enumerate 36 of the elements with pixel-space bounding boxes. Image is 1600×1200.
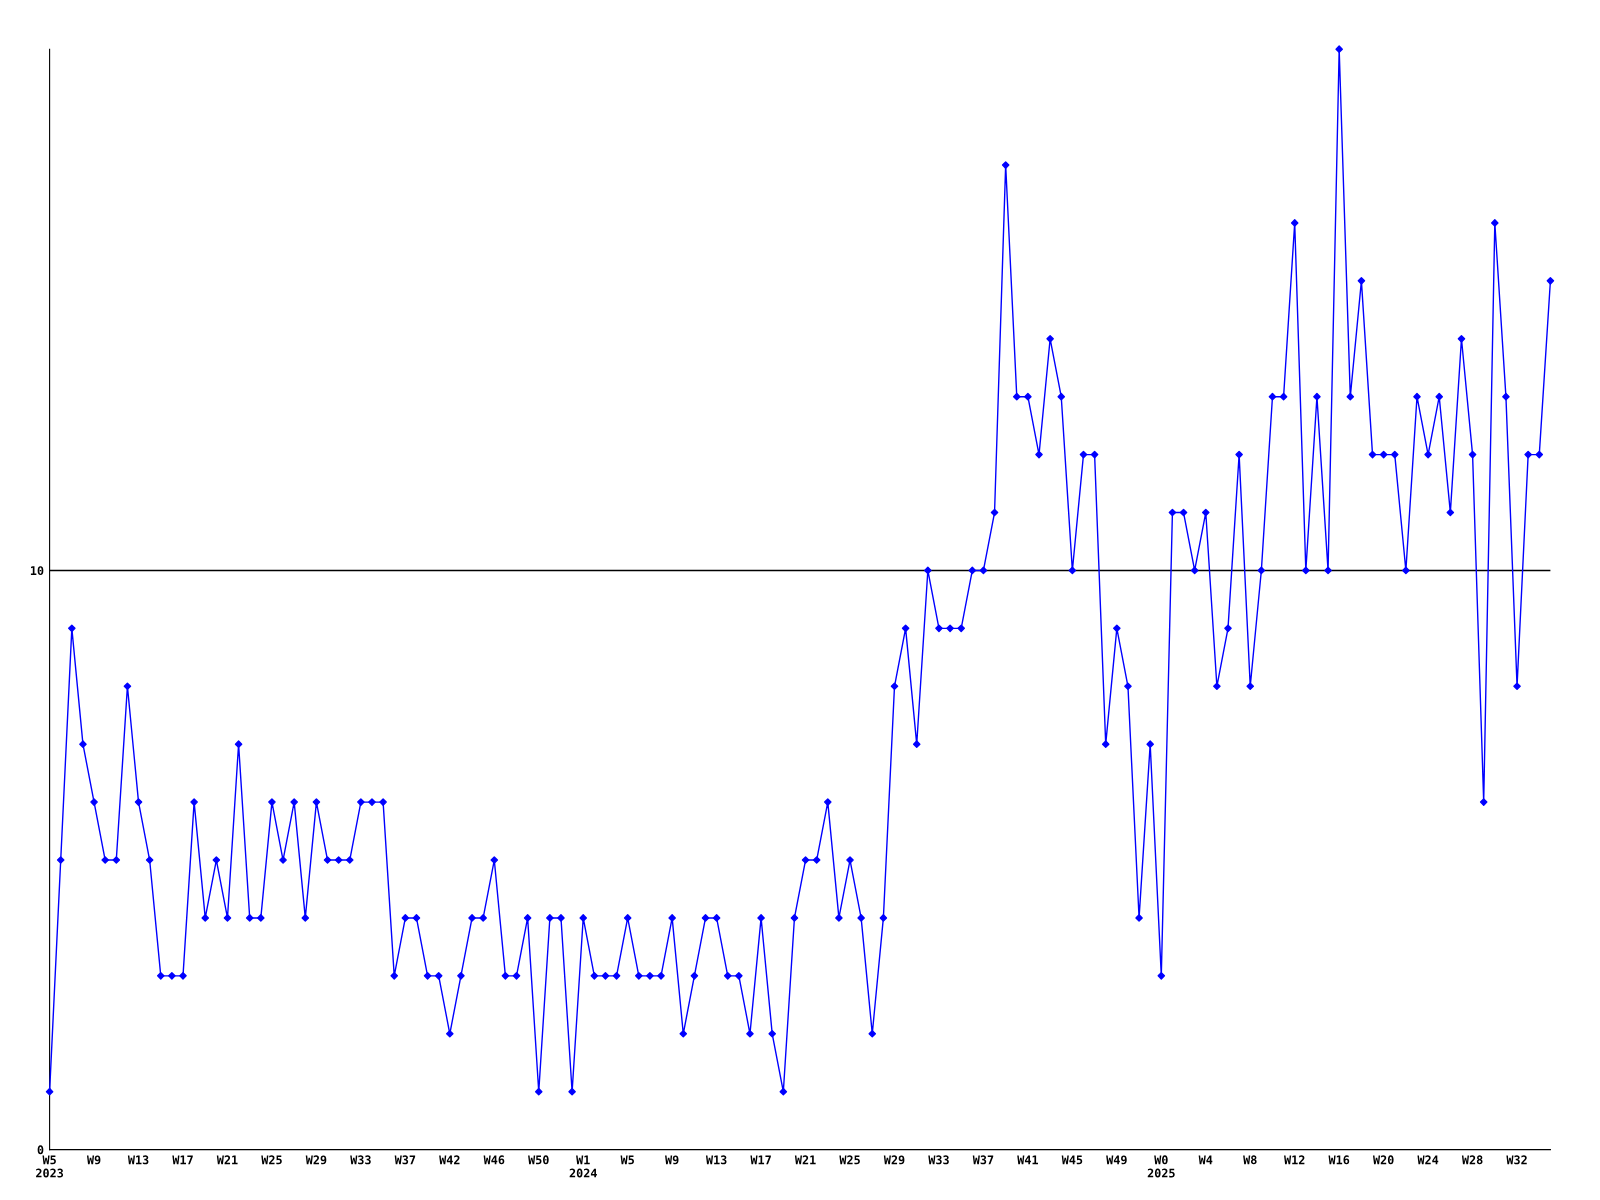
x-tick-label: W37	[972, 1155, 994, 1165]
x-tick-label: W42	[439, 1155, 460, 1165]
x-tick-label: W32	[1506, 1155, 1527, 1165]
x-tick-label: W49	[1106, 1155, 1127, 1165]
x-tick-label: W9	[86, 1155, 101, 1165]
x-tick-label: W25	[261, 1155, 282, 1165]
x-tick-label: W1 2024	[569, 1155, 597, 1178]
x-tick-label: W4	[1198, 1155, 1213, 1165]
x-tick-label: W28	[1461, 1155, 1483, 1165]
x-tick-label: W21	[794, 1155, 816, 1165]
x-tick-label: W33	[350, 1155, 371, 1165]
x-tick-label: W29	[305, 1155, 327, 1165]
x-tick-label: W5	[620, 1155, 634, 1165]
x-tick-label: W41	[1017, 1155, 1038, 1165]
x-tick-label: W45	[1061, 1155, 1083, 1165]
x-tick-label: W46	[483, 1155, 505, 1165]
x-tick-label: W37	[394, 1155, 416, 1165]
x-tick-label: W24	[1417, 1155, 1439, 1165]
x-tick-label: W9	[665, 1155, 679, 1165]
x-tick-label: W33	[928, 1155, 949, 1165]
x-tick-label: W13	[127, 1155, 149, 1165]
x-tick-label: W8	[1243, 1155, 1257, 1165]
x-tick-label: W29	[883, 1155, 905, 1165]
x-tick-label: W50	[528, 1155, 549, 1165]
y-tick-label: 10	[30, 566, 44, 576]
x-tick-label: W0 2025	[1147, 1155, 1175, 1178]
x-tick-label: W25	[839, 1155, 860, 1165]
x-tick-label: W17	[750, 1155, 771, 1165]
x-tick-label: W17	[172, 1155, 193, 1165]
y-tick-label: 0	[37, 1145, 44, 1155]
x-tick-label: W20	[1372, 1155, 1394, 1165]
x-tick-label: W5 2023	[36, 1155, 64, 1178]
x-tick-label: W12	[1284, 1155, 1305, 1165]
x-tick-label: W21	[216, 1155, 238, 1165]
x-tick-label: W13	[705, 1155, 727, 1165]
x-tick-label: W16	[1328, 1155, 1350, 1165]
